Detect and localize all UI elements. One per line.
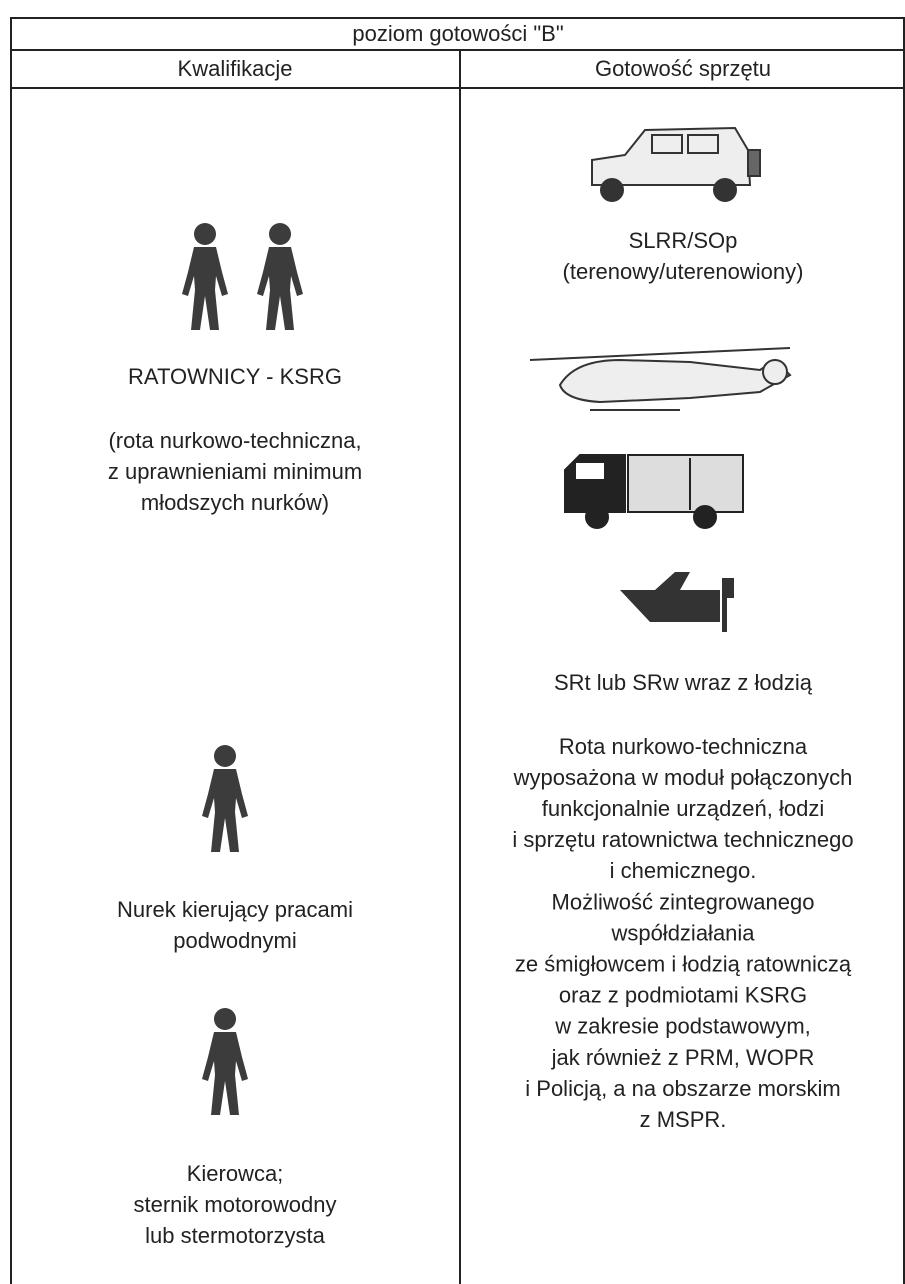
text-line: ze śmigłowcem i łodzią ratowniczą: [515, 952, 852, 977]
text-line: SRt lub SRw wraz z łodzią: [554, 670, 813, 695]
person-icon: [257, 223, 303, 330]
table-grid: [10, 17, 905, 1284]
text-line: (terenowy/uterenowiony): [563, 259, 804, 284]
column-header: Gotowość sprzętu: [595, 56, 771, 81]
text-line: jak również z PRM, WOPR: [551, 1045, 815, 1070]
helicopter-icon: [529, 347, 792, 411]
text-line: z MSPR.: [640, 1107, 727, 1132]
text-line: w zakresie podstawowym,: [554, 1014, 811, 1039]
text-line: Nurek kierujący pracami: [117, 897, 353, 922]
text-line: podwodnymi: [173, 928, 297, 953]
text-line: funkcjonalnie urządzeń, łodzi: [542, 796, 825, 821]
text-line: Rota nurkowo-techniczna: [559, 734, 808, 759]
text-line: wyposażona w moduł połączonych: [513, 765, 853, 790]
fire-truck-icon: [564, 454, 744, 529]
boat-icon: [620, 572, 734, 632]
text-line: i chemicznego.: [610, 858, 757, 883]
text-line: SLRR/SOp: [629, 228, 738, 253]
suv-icon: [591, 126, 761, 202]
person-icon: [202, 1008, 248, 1115]
text-line: (rota nurkowo-techniczna,: [108, 428, 361, 453]
text-line: Możliwość zintegrowanego: [552, 889, 815, 914]
column-header: Kwalifikacje: [178, 56, 293, 81]
text-line: lub stermotorzysta: [145, 1223, 325, 1248]
person-icon: [202, 745, 248, 852]
table-title: poziom gotowości "B": [352, 21, 563, 46]
text-line: oraz z podmiotami KSRG: [559, 983, 807, 1008]
person-icon: [182, 223, 228, 330]
text-line: młodszych nurków): [141, 490, 329, 515]
text-line: RATOWNICY - KSRG: [128, 364, 342, 389]
text-blocks: RATOWNICY - KSRG (rota nurkowo-techniczna…: [108, 228, 854, 1248]
text-line: i Policją, a na obszarze morskim: [525, 1076, 840, 1101]
text-line: sternik motorowodny: [134, 1192, 337, 1217]
text-line: z uprawnieniami minimum: [108, 459, 362, 484]
text-line: i sprzętu ratownictwa technicznego: [512, 827, 853, 852]
text-line: współdziałania: [610, 920, 755, 945]
text-line: Kierowca;: [187, 1161, 284, 1186]
